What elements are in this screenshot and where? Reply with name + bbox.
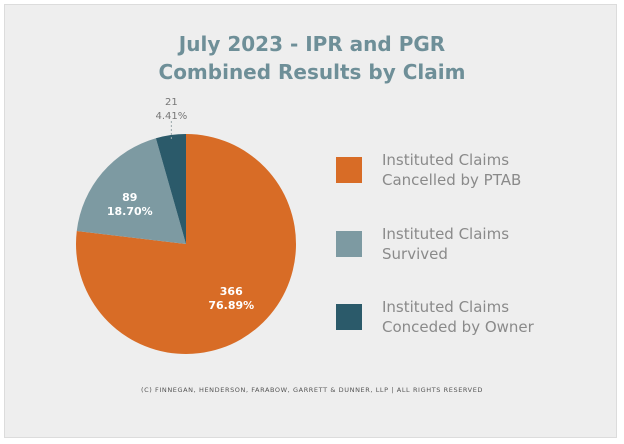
chart-title: July 2023 - IPR and PGR Combined Results… [158, 32, 466, 84]
percent-label-conceded: 4.41% [155, 111, 187, 122]
copyright-footer: (C) FINNEGAN, HENDERSON, FARABOW, GARRET… [140, 386, 484, 394]
legend-swatch-cancelled [336, 157, 362, 183]
legend-swatch-conceded [336, 304, 362, 330]
legend-label-conceded: Instituted Claims Conceded by Owner [382, 298, 534, 336]
legend-label-cancelled: Instituted Claims Cancelled by PTAB [382, 151, 522, 189]
pie-slice-conceded [155, 134, 186, 244]
legend-item-conceded: Instituted Claims Conceded by Owner [336, 297, 534, 337]
value-label-conceded: 21 [165, 97, 178, 108]
legend-label-survived: Instituted Claims Survived [382, 225, 510, 263]
value-label-survived: 89 [122, 191, 137, 204]
percent-label-survived: 18.70% [107, 205, 153, 218]
value-label-cancelled: 366 [220, 285, 243, 298]
percent-label-cancelled: 76.89% [208, 299, 254, 312]
legend-item-survived: Instituted Claims Survived [336, 224, 509, 264]
pie-slice-survived [76, 138, 186, 244]
legend-item-cancelled: Instituted Claims Cancelled by PTAB [336, 150, 521, 190]
legend-swatch-survived [336, 231, 362, 257]
